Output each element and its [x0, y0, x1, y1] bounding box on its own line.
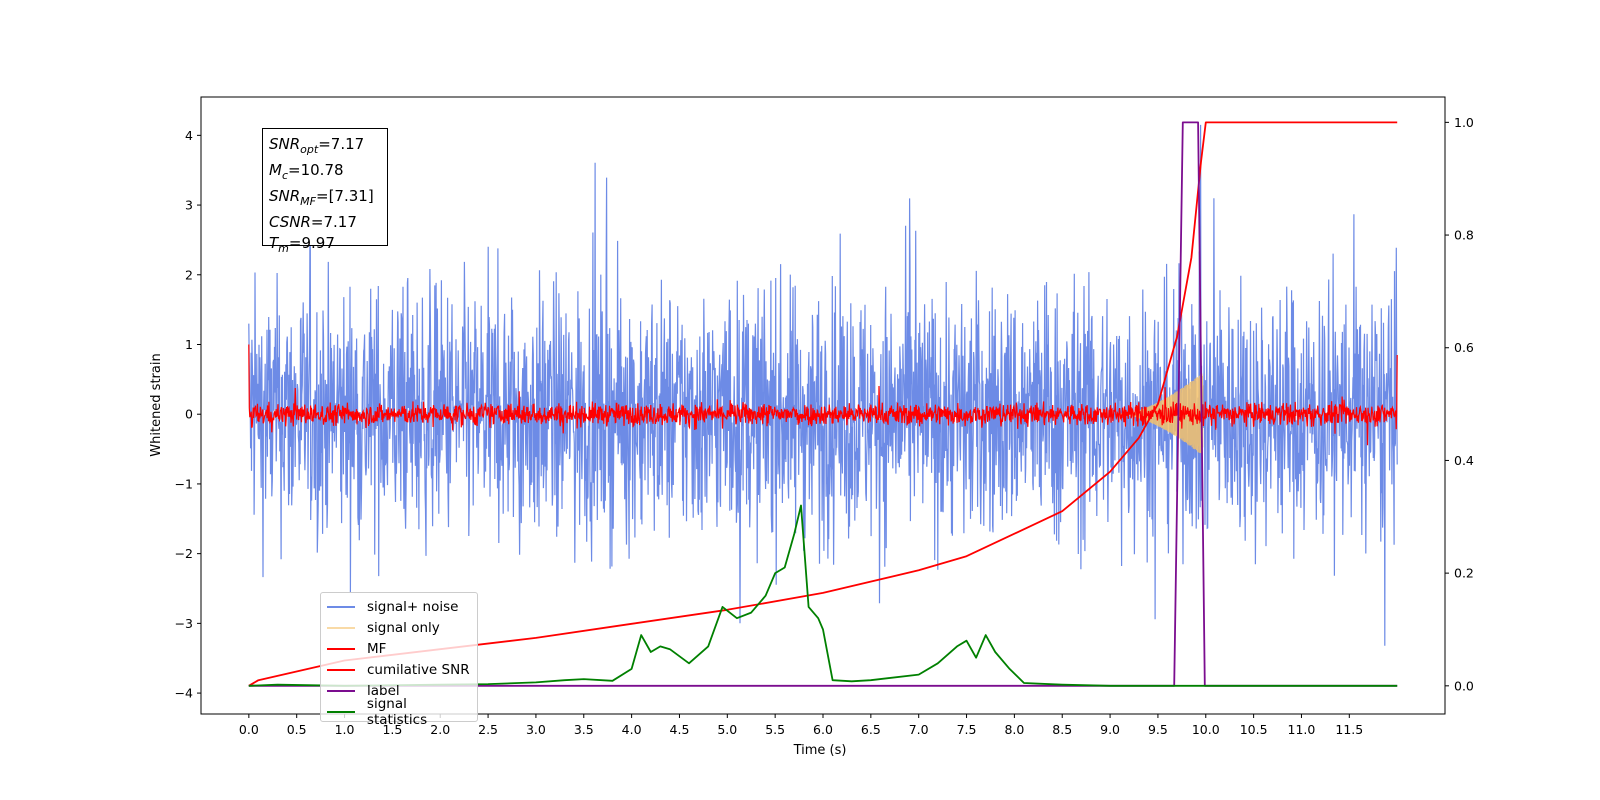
y-tick-label: 3 [185, 198, 193, 213]
legend-label: signal+ noise [367, 598, 459, 615]
legend-swatch [327, 626, 355, 629]
legend: signal+ noise signal only MF cumilative … [320, 592, 478, 728]
csnr-line: CSNR=7.17 [269, 213, 357, 231]
x-tick-label: 6.0 [813, 722, 833, 737]
y-axis-label: Whitened strain [149, 353, 164, 456]
y-tick-label: −2 [175, 546, 193, 561]
legend-item: cumilative SNR [327, 659, 471, 680]
legend-label: MF [367, 640, 387, 657]
legend-label: cumilative SNR [367, 661, 470, 678]
x-tick-label: 2.5 [478, 722, 498, 737]
x-tick-label: 11.0 [1288, 722, 1316, 737]
x-tick-label: 7.5 [957, 722, 977, 737]
legend-swatch [327, 605, 355, 608]
x-ticks: 0.0 0.5 1.0 1.5 2.0 2.5 3.0 3.5 4.0 4.5 5.0 5.5 6.0 6… [239, 714, 1363, 737]
series-signal-statistics [248, 504, 1398, 687]
x-tick-label: 0.0 [239, 722, 259, 737]
series-signal-noise [248, 124, 1398, 646]
legend-label: label [367, 682, 400, 699]
legend-item: signal only [327, 617, 471, 638]
x-tick-label: 4.0 [622, 722, 642, 737]
x-tick-label: 1.0 [335, 722, 355, 737]
legend-item: MF [327, 638, 471, 659]
x-tick-label: 10.0 [1192, 722, 1220, 737]
snr-mf-line: SNRMF=[7.31] [269, 187, 374, 208]
legend-item: signal statistics [327, 696, 471, 728]
x-tick-label: 2.0 [430, 722, 450, 737]
x-tick-label: 3.0 [526, 722, 546, 737]
y-tick-label: −1 [175, 476, 193, 491]
legend-item: label [327, 680, 471, 701]
x-tick-label: 6.5 [861, 722, 881, 737]
y-tick-label: 1 [185, 337, 193, 352]
y-tick-label: −4 [175, 686, 193, 701]
y-ticks-left: 4 3 2 1 0 −1 −2 −3 −4 [175, 128, 201, 701]
legend-swatch [327, 668, 355, 671]
x-axis-label: Time (s) [793, 743, 847, 758]
x-tick-label: 8.5 [1052, 722, 1072, 737]
y-right-tick-label: 0.2 [1454, 566, 1474, 581]
y-right-tick-label: 0.6 [1454, 340, 1474, 355]
x-tick-label: 5.5 [765, 722, 785, 737]
x-tick-label: 9.5 [1148, 722, 1168, 737]
legend-label: signal only [367, 619, 440, 636]
x-tick-label: 11.5 [1335, 722, 1363, 737]
legend-label: signal statistics [366, 695, 428, 728]
y-ticks-right: 1.0 0.8 0.6 0.4 0.2 0.0 [1445, 115, 1474, 693]
snr-opt-line: SNRopt=7.17 [269, 135, 365, 156]
y-right-tick-label: 0.8 [1454, 228, 1474, 243]
tm-line: Tm=9.97 [269, 234, 335, 255]
y-tick-label: 2 [185, 267, 193, 282]
x-tick-label: 1.5 [382, 722, 402, 737]
y-right-tick-label: 1.0 [1454, 115, 1474, 130]
x-tick-label: 4.5 [670, 722, 690, 737]
legend-swatch [327, 689, 355, 692]
x-tick-label: 0.5 [287, 722, 307, 737]
x-tick-label: 7.0 [909, 722, 929, 737]
x-tick-label: 5.0 [717, 722, 737, 737]
stats-infobox: SNRopt=7.17 Mc=10.78 SNRMF=[7.31] CSNR=7… [262, 128, 388, 255]
mc-line: Mc=10.78 [269, 161, 344, 182]
y-tick-label: 0 [185, 407, 193, 422]
y-right-tick-label: 0.4 [1454, 453, 1474, 468]
x-tick-label: 8.0 [1004, 722, 1024, 737]
y-tick-label: 4 [185, 128, 193, 143]
legend-swatch [327, 647, 355, 650]
x-tick-label: 9.0 [1100, 722, 1120, 737]
y-tick-label: −3 [175, 616, 193, 631]
y-right-tick-label: 0.0 [1454, 678, 1474, 693]
legend-swatch [327, 710, 355, 713]
x-tick-label: 3.5 [574, 722, 594, 737]
series-mf [248, 344, 1398, 446]
x-tick-label: 10.5 [1240, 722, 1268, 737]
legend-item: signal+ noise [327, 596, 471, 617]
